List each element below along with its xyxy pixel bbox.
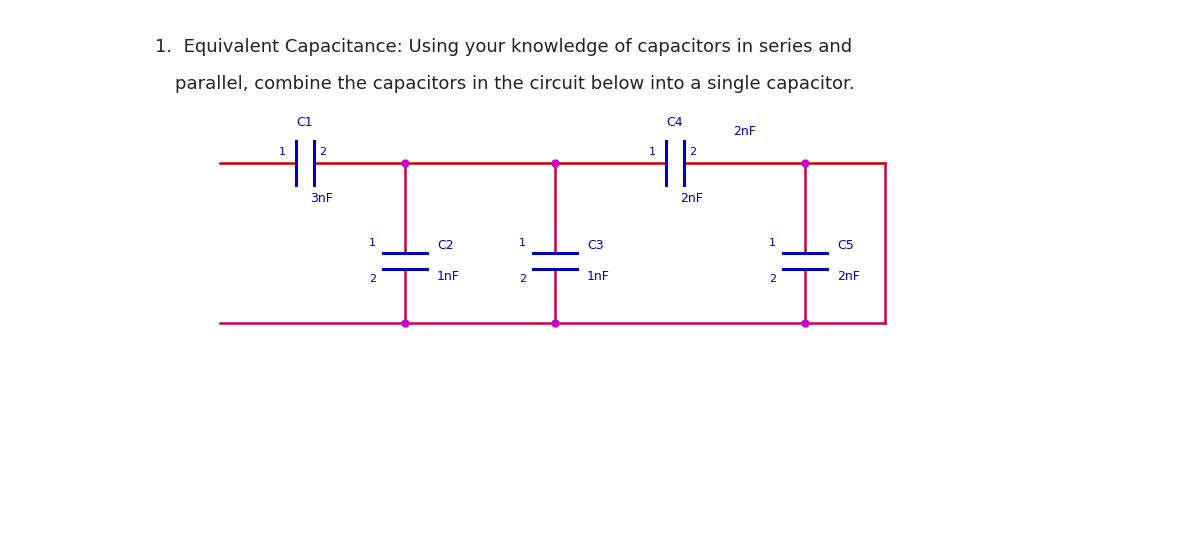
Text: 1: 1 xyxy=(370,238,376,248)
Text: 2: 2 xyxy=(319,147,326,157)
Text: 2nF: 2nF xyxy=(733,125,756,138)
Text: parallel, combine the capacitors in the circuit below into a single capacitor.: parallel, combine the capacitors in the … xyxy=(175,75,854,93)
Text: C5: C5 xyxy=(838,239,853,252)
Text: 2: 2 xyxy=(518,274,526,284)
Text: 1: 1 xyxy=(649,147,656,157)
Text: 2: 2 xyxy=(689,147,696,157)
Text: C4: C4 xyxy=(667,116,683,129)
Text: 1: 1 xyxy=(520,238,526,248)
Text: 1nF: 1nF xyxy=(587,270,610,283)
Text: C1: C1 xyxy=(296,116,313,129)
Text: C3: C3 xyxy=(587,239,604,252)
Text: 1: 1 xyxy=(769,238,776,248)
Text: 2nF: 2nF xyxy=(680,192,703,205)
Text: 2nF: 2nF xyxy=(838,270,860,283)
Text: 1: 1 xyxy=(278,147,286,157)
Text: 2: 2 xyxy=(769,274,776,284)
Text: 1nF: 1nF xyxy=(437,270,460,283)
Text: C2: C2 xyxy=(437,239,454,252)
Text: 2: 2 xyxy=(368,274,376,284)
Text: 3nF: 3nF xyxy=(310,192,332,205)
Text: 1.  Equivalent Capacitance: Using your knowledge of capacitors in series and: 1. Equivalent Capacitance: Using your kn… xyxy=(155,38,852,56)
